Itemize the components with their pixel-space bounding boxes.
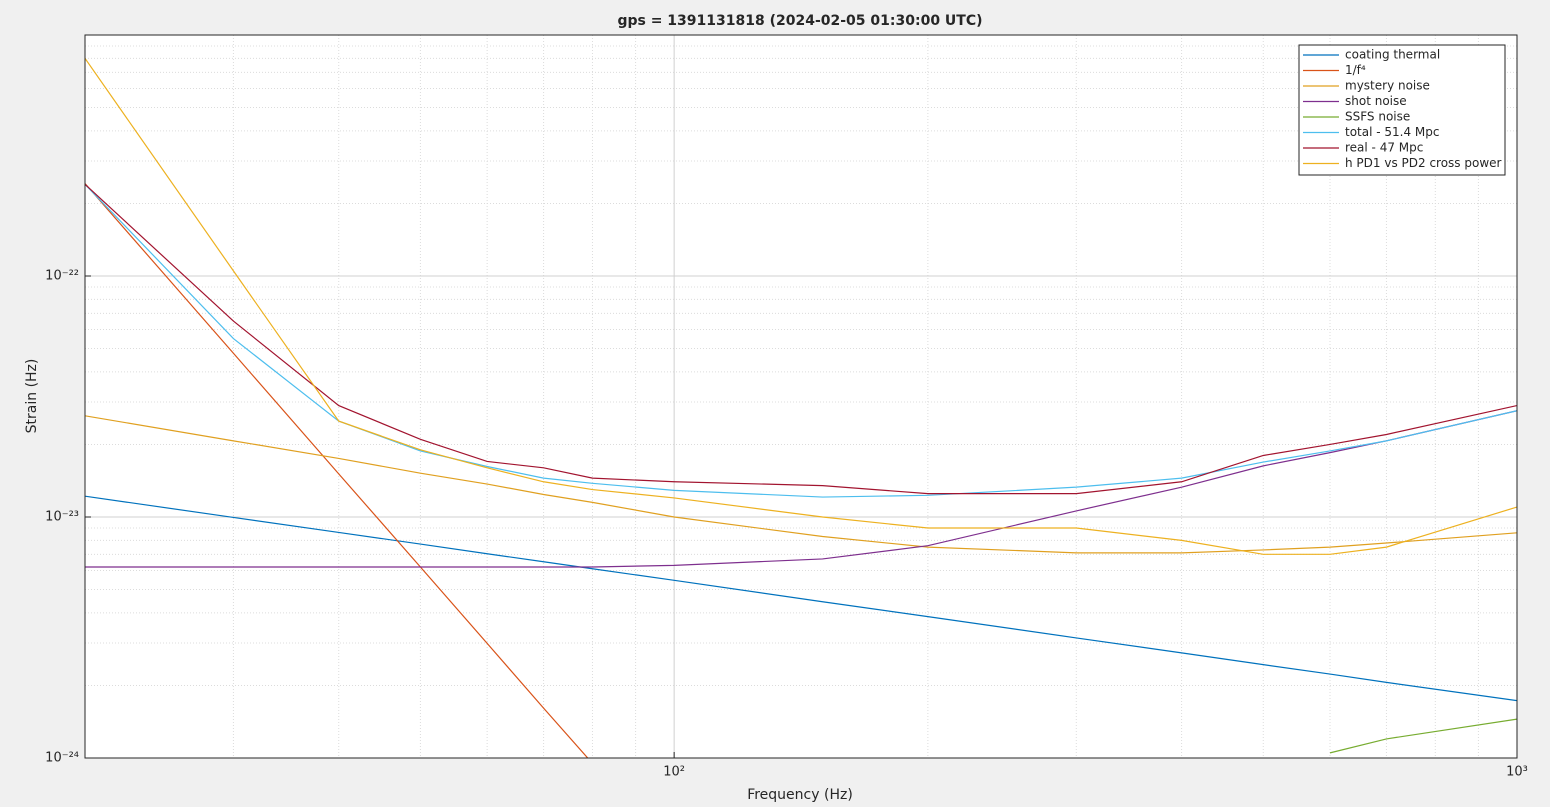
- y-tick-label: 10⁻²²: [45, 269, 79, 284]
- legend-label: real - 47 Mpc: [1345, 141, 1423, 155]
- series-line: [85, 495, 1517, 702]
- x-tick-label: 10³: [1506, 765, 1528, 780]
- y-tick-label: 10⁻²⁴: [45, 751, 79, 766]
- x-tick-label: 10²: [663, 765, 685, 780]
- series-line: [1329, 718, 1517, 754]
- series-line: [85, 415, 1517, 554]
- series-line: [85, 410, 1517, 568]
- y-tick-label: 10⁻²³: [45, 510, 79, 525]
- legend-label: coating thermal: [1345, 48, 1440, 62]
- legend-label: 1/f⁴: [1345, 63, 1366, 77]
- legend-label: SSFS noise: [1345, 110, 1410, 124]
- series-line: [85, 58, 1517, 555]
- x-axis-label: Frequency (Hz): [747, 787, 853, 803]
- lines: [85, 58, 1517, 758]
- series-line: [85, 183, 1517, 495]
- legend-label: h PD1 vs PD2 cross power: [1345, 156, 1502, 170]
- legend-label: shot noise: [1345, 94, 1407, 108]
- legend-label: total - 51.4 Mpc: [1345, 125, 1440, 139]
- chart-title: gps = 1391131818 (2024-02-05 01:30:00 UT…: [617, 13, 982, 29]
- y-axis-label: Strain (Hz): [24, 359, 40, 434]
- legend-box: [1298, 44, 1506, 176]
- plot-area: [85, 35, 1517, 758]
- axes-box: [84, 34, 1518, 759]
- legend-label: mystery noise: [1345, 79, 1430, 93]
